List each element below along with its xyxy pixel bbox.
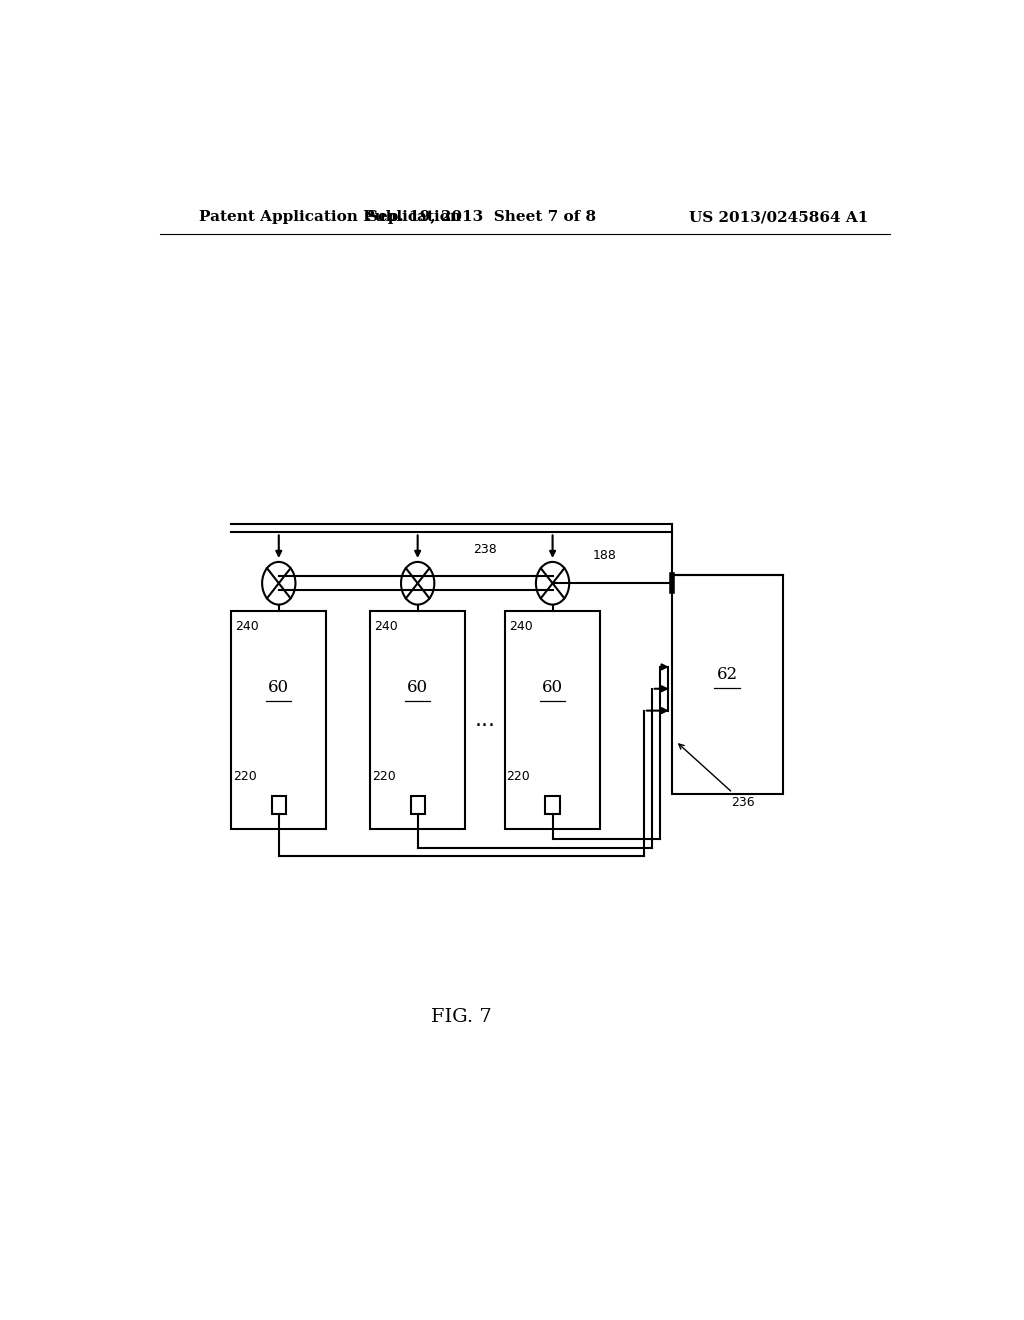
Bar [546, 796, 560, 814]
Bar [370, 611, 465, 829]
Text: ...: ... [474, 710, 496, 730]
Text: 240: 240 [374, 620, 397, 634]
Text: 220: 220 [232, 770, 256, 783]
Text: Sep. 19, 2013  Sheet 7 of 8: Sep. 19, 2013 Sheet 7 of 8 [367, 210, 596, 224]
Bar [231, 611, 327, 829]
Text: 60: 60 [542, 678, 563, 696]
Text: 188: 188 [593, 549, 616, 562]
Text: US 2013/0245864 A1: US 2013/0245864 A1 [689, 210, 868, 224]
Text: 240: 240 [236, 620, 259, 634]
Text: 240: 240 [509, 620, 532, 634]
Text: 62: 62 [717, 665, 737, 682]
Bar [271, 796, 286, 814]
Text: 220: 220 [507, 770, 530, 783]
Text: Patent Application Publication: Patent Application Publication [200, 210, 462, 224]
Bar [411, 796, 425, 814]
Text: 60: 60 [408, 678, 428, 696]
Bar [672, 576, 782, 793]
Text: 236: 236 [679, 744, 755, 809]
Text: 60: 60 [268, 678, 290, 696]
Text: FIG. 7: FIG. 7 [431, 1008, 492, 1026]
Text: 220: 220 [372, 770, 395, 783]
Text: 238: 238 [473, 544, 497, 556]
Bar [505, 611, 600, 829]
